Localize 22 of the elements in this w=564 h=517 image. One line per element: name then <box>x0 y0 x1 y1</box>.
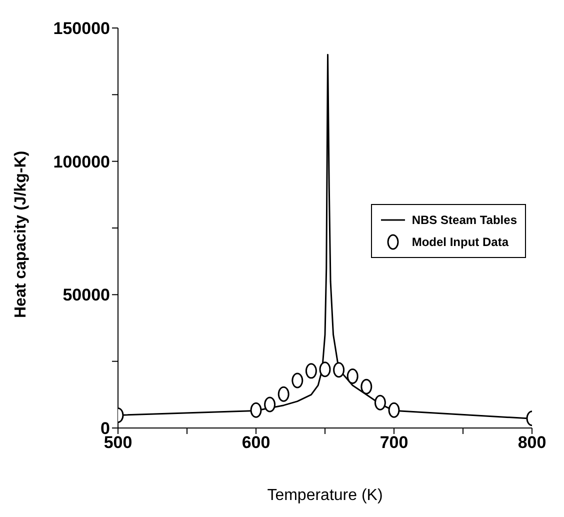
point <box>319 362 331 378</box>
point <box>360 378 372 394</box>
point <box>374 394 386 410</box>
y-axis-title: Heat capacity (J/kg-K) <box>12 150 30 318</box>
point <box>305 363 317 379</box>
point <box>333 362 345 378</box>
point <box>264 396 276 412</box>
point <box>278 386 290 402</box>
legend-label: Model Input Data <box>412 235 509 249</box>
y-tick-label: 100000 <box>53 152 110 172</box>
y-tick-label: 150000 <box>53 19 110 38</box>
y-tick-label: 50000 <box>62 286 110 305</box>
x-tick-label: 800 <box>518 433 546 452</box>
point <box>388 402 400 418</box>
x-tick-label: 700 <box>380 433 408 452</box>
legend-label: NBS Steam Tables <box>412 213 517 227</box>
point <box>292 372 304 388</box>
x-axis-title: Temperature (K) <box>267 487 383 504</box>
x-tick-label: 600 <box>242 433 270 452</box>
x-tick-label: 500 <box>104 433 132 452</box>
point <box>346 368 358 384</box>
point <box>250 402 262 418</box>
